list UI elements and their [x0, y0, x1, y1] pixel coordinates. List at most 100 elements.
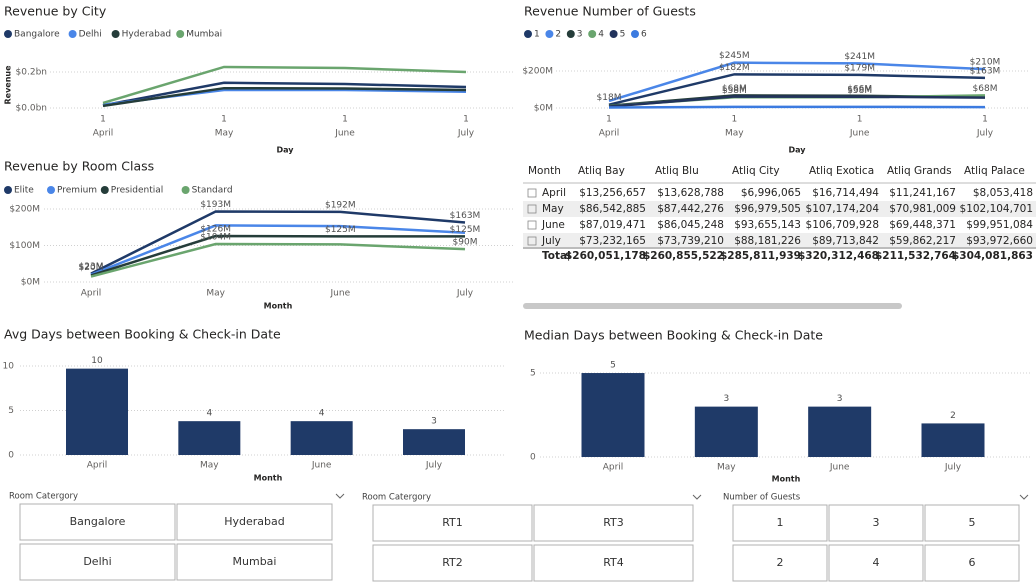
- x-day-label: 1: [342, 115, 348, 125]
- slicer-button[interactable]: [19, 503, 176, 541]
- legend-label[interactable]: 4: [598, 30, 604, 40]
- slicer-button[interactable]: [924, 544, 1020, 582]
- legend-marker: [111, 30, 120, 38]
- table-cell: $86,542,885: [579, 203, 646, 215]
- slicer-item[interactable]: RT1: [442, 516, 463, 529]
- legend-marker: [47, 186, 55, 194]
- table-cell: $320,312,468: [798, 250, 879, 262]
- legend-label[interactable]: 3: [577, 30, 583, 40]
- bar[interactable]: [178, 421, 241, 455]
- line: [102, 81, 467, 107]
- legend-label[interactable]: Hyderabad: [122, 30, 172, 40]
- legend-label[interactable]: 1: [534, 30, 540, 40]
- slicer-item[interactable]: Hyderabad: [224, 515, 285, 528]
- line: [608, 73, 986, 106]
- scrollbar[interactable]: [523, 303, 902, 309]
- slicer-chevron[interactable]: [1019, 494, 1029, 500]
- slicer-item[interactable]: 2: [777, 556, 784, 569]
- legend-label[interactable]: 5: [620, 30, 626, 40]
- slicer-button[interactable]: [828, 504, 924, 542]
- table-cell: $73,739,210: [657, 235, 724, 247]
- data-label: $58M: [722, 86, 747, 96]
- slicer-item[interactable]: 4: [873, 556, 880, 569]
- legend-label[interactable]: Standard: [192, 186, 233, 196]
- expand-button[interactable]: [527, 188, 537, 198]
- slicer-chevron[interactable]: [692, 494, 702, 500]
- table-cell: $73,232,165: [579, 235, 646, 247]
- bar[interactable]: [66, 368, 128, 455]
- legend-label[interactable]: Bangalore: [14, 30, 60, 40]
- legend-label[interactable]: Elite: [14, 186, 34, 196]
- line: [608, 105, 986, 109]
- legend-marker: [566, 30, 575, 38]
- slicer-button[interactable]: [372, 504, 533, 542]
- table-cell: $69,448,371: [889, 219, 956, 231]
- line: [608, 61, 986, 103]
- slicer-button[interactable]: [372, 544, 533, 582]
- x-day-label: 1: [857, 115, 863, 125]
- slicer-item[interactable]: 3: [873, 516, 880, 529]
- slicer-item[interactable]: 5: [969, 516, 976, 529]
- slicer-item[interactable]: Mumbai: [233, 555, 277, 568]
- slicer-chevron[interactable]: [335, 493, 345, 499]
- slicer-button[interactable]: [176, 503, 333, 541]
- table-header: Atliq Grands: [887, 165, 952, 177]
- data-label: $66M: [847, 84, 872, 94]
- slicer-item[interactable]: Delhi: [83, 555, 111, 568]
- line: [102, 86, 467, 108]
- data-label: $245M: [719, 51, 750, 61]
- data-label: 5: [610, 361, 616, 371]
- slicer-item[interactable]: 6: [969, 556, 976, 569]
- table-row-band: [523, 233, 1036, 249]
- table-row-band: [523, 201, 1036, 217]
- slicer-item[interactable]: RT4: [603, 556, 624, 569]
- table-cell: $87,019,471: [579, 219, 646, 231]
- legend-label[interactable]: Mumbai: [186, 30, 222, 40]
- y-tick-label: $0M: [534, 104, 553, 114]
- bar[interactable]: [921, 423, 985, 457]
- legend-label[interactable]: Presidential: [111, 186, 164, 196]
- line: [90, 224, 466, 276]
- table-cell: $89,713,842: [812, 235, 879, 247]
- bar[interactable]: [290, 421, 353, 455]
- expand-button[interactable]: [527, 236, 537, 246]
- slicer-button[interactable]: [732, 544, 828, 582]
- slicer-item[interactable]: RT2: [442, 556, 463, 569]
- slicer-button[interactable]: [924, 504, 1020, 542]
- x-axis-title: Month: [254, 474, 283, 483]
- slicer-item[interactable]: RT3: [603, 516, 624, 529]
- table-cell: $211,532,764: [875, 250, 956, 262]
- slicer-button[interactable]: [533, 504, 694, 542]
- slicer-item[interactable]: Bangalore: [70, 515, 126, 528]
- table-cell: $87,442,276: [657, 203, 724, 215]
- legend-label[interactable]: Delhi: [79, 30, 102, 40]
- slicer-button[interactable]: [533, 544, 694, 582]
- legend-label[interactable]: 6: [641, 30, 647, 40]
- x-tick-label: June: [334, 129, 355, 139]
- bar[interactable]: [808, 406, 872, 457]
- slicer-button[interactable]: [19, 543, 176, 581]
- expand-button[interactable]: [527, 204, 537, 214]
- row-label: July: [541, 235, 561, 247]
- slicer-item[interactable]: 1: [777, 516, 784, 529]
- bar[interactable]: [694, 406, 758, 457]
- table-cell: $86,045,248: [657, 219, 724, 231]
- slicer-button[interactable]: [732, 504, 828, 542]
- x-tick-label: June: [330, 289, 351, 299]
- expand-button[interactable]: [527, 220, 537, 230]
- table-cell: $304,081,863: [952, 250, 1033, 262]
- x-tick-label: June: [849, 129, 870, 139]
- bar[interactable]: [581, 373, 645, 457]
- x-tick-label: July: [425, 461, 443, 471]
- slicer-button[interactable]: [176, 543, 333, 581]
- x-tick-label: July: [944, 463, 962, 473]
- line: [608, 95, 986, 108]
- line: [90, 234, 465, 277]
- table-cell: $260,855,522: [643, 250, 724, 262]
- x-tick-label: April: [603, 463, 624, 473]
- slicer-button[interactable]: [828, 544, 924, 582]
- bar[interactable]: [403, 429, 465, 455]
- legend-label[interactable]: Premium: [57, 186, 97, 196]
- legend-label[interactable]: 2: [555, 30, 561, 40]
